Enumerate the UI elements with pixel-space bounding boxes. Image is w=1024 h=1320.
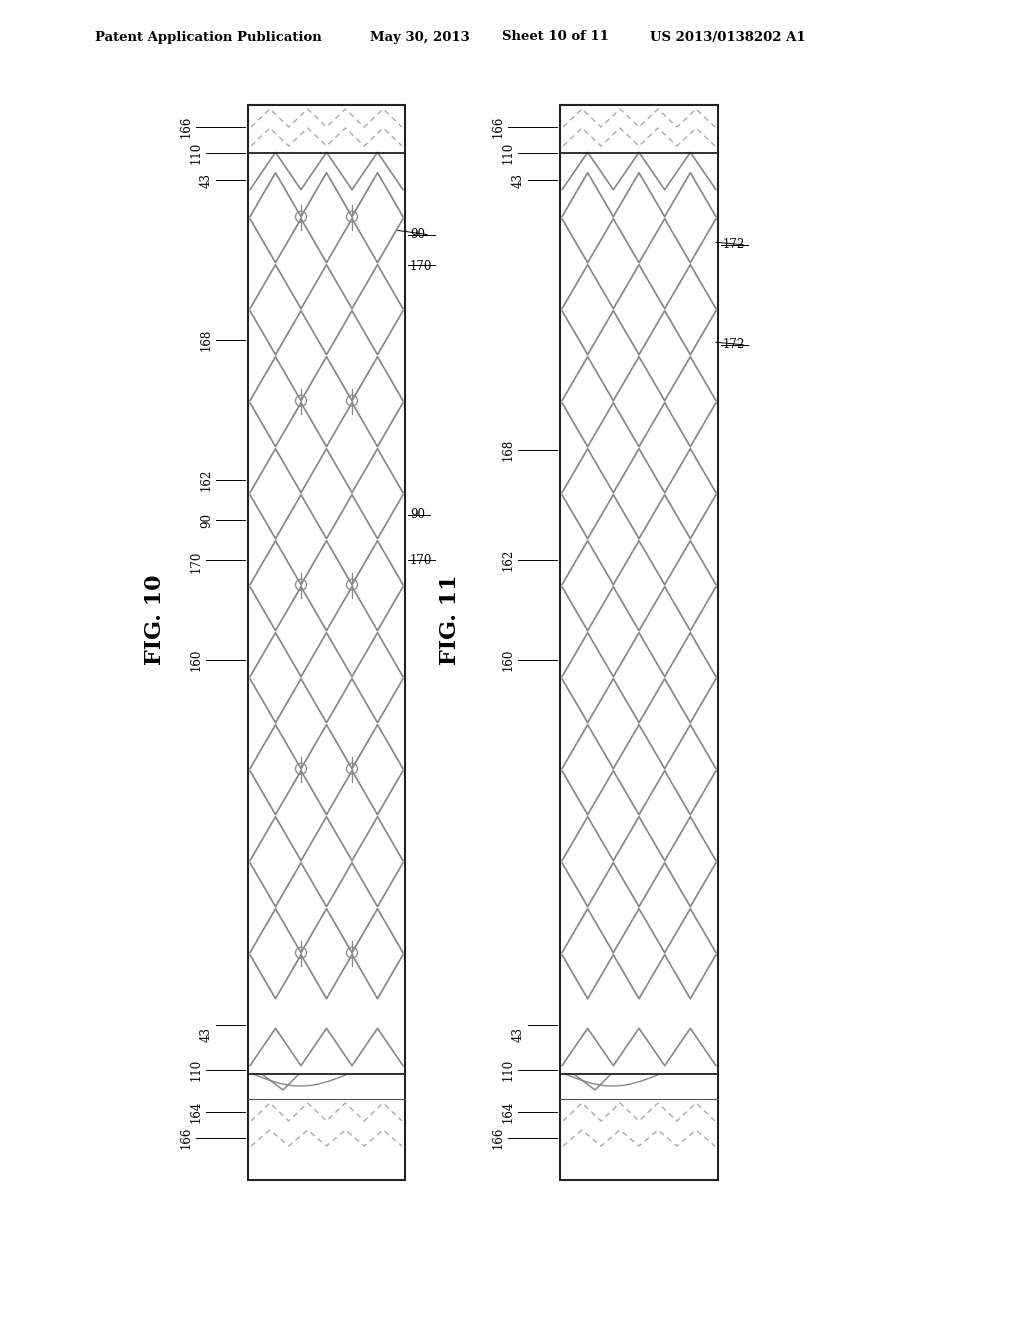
Text: 162: 162 <box>200 469 213 491</box>
Text: 162: 162 <box>502 549 515 572</box>
Text: 110: 110 <box>190 141 203 164</box>
Text: 43: 43 <box>200 1027 213 1043</box>
Text: 166: 166 <box>492 1127 505 1150</box>
Text: 90: 90 <box>200 512 213 528</box>
Text: 110: 110 <box>190 1059 203 1081</box>
Text: 160: 160 <box>502 649 515 671</box>
Text: Sheet 10 of 11: Sheet 10 of 11 <box>502 30 609 44</box>
Text: 170: 170 <box>190 550 203 573</box>
Text: 43: 43 <box>512 1027 525 1043</box>
Text: 90: 90 <box>410 508 425 521</box>
Text: 43: 43 <box>512 173 525 187</box>
Text: 43: 43 <box>200 173 213 187</box>
Text: 170: 170 <box>410 553 432 566</box>
Text: 110: 110 <box>502 1059 515 1081</box>
Text: FIG. 10: FIG. 10 <box>144 574 166 665</box>
Text: Patent Application Publication: Patent Application Publication <box>95 30 322 44</box>
Text: 164: 164 <box>190 1101 203 1123</box>
Text: 170: 170 <box>410 260 432 273</box>
Text: 172: 172 <box>723 338 745 351</box>
Text: 164: 164 <box>502 1101 515 1123</box>
Text: 166: 166 <box>180 116 193 139</box>
Text: May 30, 2013: May 30, 2013 <box>370 30 470 44</box>
Bar <box>560 106 718 1180</box>
Text: 166: 166 <box>492 116 505 139</box>
Text: 90: 90 <box>410 228 425 242</box>
Text: 166: 166 <box>180 1127 193 1150</box>
Bar <box>248 106 406 1180</box>
Text: FIG. 11: FIG. 11 <box>439 574 461 665</box>
Text: US 2013/0138202 A1: US 2013/0138202 A1 <box>650 30 806 44</box>
Text: 168: 168 <box>502 438 515 461</box>
Text: 168: 168 <box>200 329 213 351</box>
Text: 160: 160 <box>190 649 203 671</box>
Text: 110: 110 <box>502 141 515 164</box>
Text: 172: 172 <box>723 239 745 252</box>
